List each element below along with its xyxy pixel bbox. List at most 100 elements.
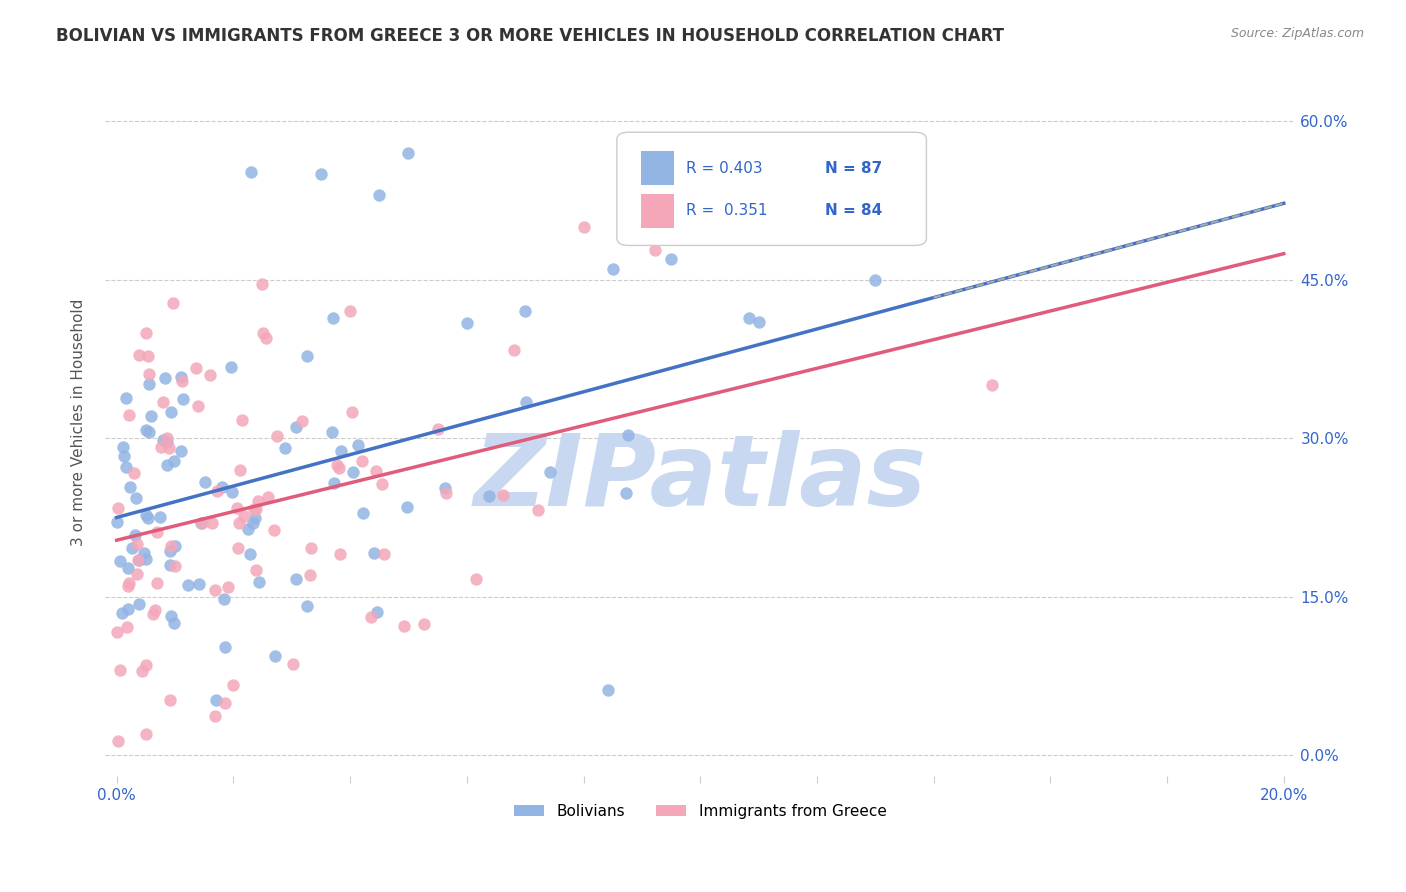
Point xyxy=(157,441,180,455)
Point xyxy=(217,580,239,594)
Point xyxy=(527,503,550,517)
Point xyxy=(340,405,363,419)
Point xyxy=(150,440,173,454)
Point xyxy=(352,506,374,520)
Point xyxy=(228,516,250,530)
Point xyxy=(395,500,418,515)
Point xyxy=(162,295,184,310)
Point xyxy=(434,481,457,495)
Point xyxy=(138,510,160,524)
Point xyxy=(413,616,436,631)
Point xyxy=(330,444,353,458)
Point xyxy=(243,511,266,525)
Point xyxy=(163,559,186,574)
Point xyxy=(321,311,343,326)
Point xyxy=(478,489,501,503)
Point xyxy=(295,599,318,614)
Point xyxy=(191,516,214,531)
Point xyxy=(323,475,346,490)
Point xyxy=(297,349,319,363)
Point xyxy=(146,576,169,591)
Point xyxy=(117,602,139,616)
Point xyxy=(236,522,259,536)
Point xyxy=(135,657,157,672)
Point xyxy=(617,428,640,442)
Point xyxy=(339,304,361,318)
FancyBboxPatch shape xyxy=(641,194,673,227)
Point xyxy=(256,490,278,504)
Point xyxy=(159,544,181,558)
Point xyxy=(115,391,138,405)
Point xyxy=(346,438,368,452)
Legend: Bolivians, Immigrants from Greece: Bolivians, Immigrants from Greece xyxy=(508,798,893,825)
Point xyxy=(135,552,157,566)
Text: BOLIVIAN VS IMMIGRANTS FROM GREECE 3 OR MORE VEHICLES IN HOUSEHOLD CORRELATION C: BOLIVIAN VS IMMIGRANTS FROM GREECE 3 OR … xyxy=(56,27,1004,45)
Point xyxy=(229,463,252,477)
Point xyxy=(170,443,193,458)
Point xyxy=(138,425,160,440)
Point xyxy=(107,501,129,516)
Point xyxy=(515,395,537,409)
Point xyxy=(118,575,141,590)
Point xyxy=(283,657,305,672)
Point xyxy=(105,625,128,640)
Point xyxy=(285,572,308,586)
Point xyxy=(222,678,245,692)
Point xyxy=(163,616,186,631)
Point xyxy=(502,343,524,357)
Point xyxy=(738,311,761,326)
Point xyxy=(426,422,449,436)
Point xyxy=(138,368,160,382)
Point xyxy=(456,316,478,330)
Point xyxy=(392,619,415,633)
Point xyxy=(515,304,537,318)
Point xyxy=(221,484,243,499)
Point xyxy=(252,326,274,340)
Text: R =  0.351: R = 0.351 xyxy=(686,203,768,219)
Point xyxy=(124,528,146,542)
Point xyxy=(360,610,382,624)
Point xyxy=(290,414,312,428)
Point xyxy=(204,708,226,723)
Point xyxy=(187,399,209,413)
Point xyxy=(112,450,135,464)
Point xyxy=(136,350,159,364)
Point xyxy=(205,483,228,498)
Point xyxy=(115,620,138,634)
Point xyxy=(284,420,307,434)
Point xyxy=(748,315,770,329)
Point xyxy=(247,493,270,508)
Point xyxy=(492,488,515,502)
Point xyxy=(434,486,457,500)
FancyBboxPatch shape xyxy=(641,152,673,186)
Point xyxy=(117,561,139,575)
Point xyxy=(363,546,385,560)
Point xyxy=(124,491,146,506)
Point xyxy=(156,458,179,472)
Point xyxy=(172,392,194,406)
Point xyxy=(153,371,176,385)
Point xyxy=(117,579,139,593)
Point xyxy=(170,370,193,384)
FancyBboxPatch shape xyxy=(617,132,927,245)
Point xyxy=(350,454,373,468)
Point xyxy=(194,475,217,489)
Point xyxy=(328,461,350,475)
Point xyxy=(152,433,174,447)
Point xyxy=(321,425,343,439)
Point xyxy=(225,501,247,516)
Point xyxy=(108,554,131,568)
Point xyxy=(226,541,249,555)
Point xyxy=(205,693,228,707)
Point xyxy=(120,480,142,494)
Point xyxy=(165,540,187,554)
Point xyxy=(396,146,419,161)
Point xyxy=(464,572,486,586)
Point xyxy=(117,409,139,423)
Point xyxy=(135,326,157,340)
Point xyxy=(190,516,212,531)
Point xyxy=(127,553,149,567)
Point xyxy=(644,243,666,257)
Point xyxy=(111,606,134,620)
Point xyxy=(170,374,193,388)
